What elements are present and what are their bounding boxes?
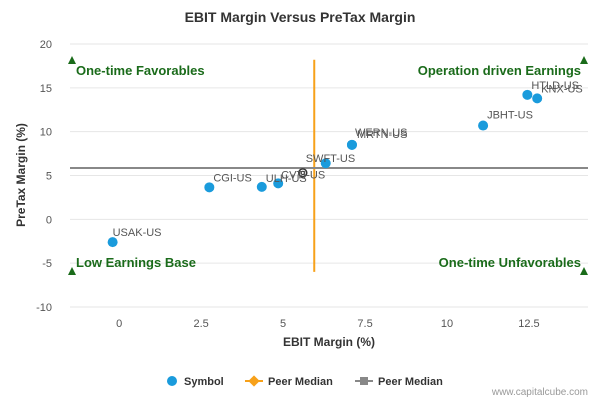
data-point-label: USAK-US (113, 227, 162, 239)
data-point[interactable] (320, 158, 331, 169)
y-tick-label: 20 (40, 39, 52, 51)
x-tick-label: 10 (441, 318, 453, 330)
x-axis-title: EBIT Margin (%) (283, 335, 375, 349)
x-tick-label: 7.5 (357, 318, 372, 330)
y-tick-label: -10 (36, 302, 52, 314)
data-point-label: CVTI-US (281, 169, 325, 181)
x-tick-label: 5 (280, 318, 286, 330)
quadrant-label-top-right: Operation driven Earnings (418, 63, 581, 78)
y-axis-title: PreTax Margin (%) (14, 123, 28, 227)
data-point[interactable] (256, 181, 267, 192)
x-tick-label: 12.5 (518, 318, 539, 330)
credit-text: www.capitalcube.com (491, 387, 588, 398)
legend-peer-median-label: Peer Median (268, 376, 333, 388)
data-point-label: JBHT-US (487, 110, 533, 122)
data-point-label: HTLD-US (531, 80, 579, 92)
legend-peer-median-label-2: Peer Median (378, 376, 443, 388)
y-tick-label: 10 (40, 127, 52, 139)
tick-labels: -10 -5 0 5 10 15 20 0 2.5 5 7.5 10 12.5 (36, 39, 540, 330)
data-point-label: KNX-US (541, 83, 583, 95)
legend-symbol-label: Symbol (184, 376, 224, 388)
legend-item-symbol[interactable]: Symbol (167, 376, 224, 388)
data-point[interactable] (107, 237, 118, 248)
quadrant-label-bottom-right: One-time Unfavorables (439, 255, 581, 270)
quadrant-marker-bottom-right (580, 267, 588, 275)
quadrant-label-bottom-left: Low Earnings Base (76, 255, 196, 270)
data-point-label: MRTN-US (357, 129, 408, 141)
legend-item-peer-median-horizontal[interactable]: Peer Median (355, 376, 443, 388)
legend-peer-median-marker (248, 375, 260, 387)
data-point[interactable] (273, 178, 284, 189)
y-tick-label: 15 (40, 83, 52, 95)
highlighted-data-point-ring (300, 170, 305, 175)
legend-item-peer-median-vertical[interactable]: Peer Median (245, 375, 333, 388)
x-tick-label: 0 (116, 318, 122, 330)
quadrant-marker-bottom-left (68, 267, 76, 275)
quadrant-marker-top-left (68, 56, 76, 64)
y-tick-label: -5 (42, 258, 52, 270)
quadrant-label-top-left: One-time Favorables (76, 63, 205, 78)
y-tick-label: 5 (46, 171, 52, 183)
data-point[interactable] (522, 89, 533, 100)
quadrant-marker-top-right (580, 56, 588, 64)
legend: Symbol Peer Median Peer Median (167, 375, 443, 388)
median-lines (70, 59, 588, 272)
data-point-label: ULH-US (266, 173, 307, 185)
y-tick-label: 0 (46, 214, 52, 226)
quadrant-labels: One-time Favorables Operation driven Earn… (68, 56, 588, 275)
x-tick-label: 2.5 (193, 318, 208, 330)
data-point[interactable] (478, 120, 489, 131)
highlighted-data-point[interactable] (298, 168, 308, 178)
legend-peer-median-marker-2 (360, 377, 368, 385)
gridlines (70, 43, 588, 308)
data-point-label: CGI-US (213, 172, 252, 184)
data-point[interactable] (532, 93, 543, 104)
data-point[interactable] (204, 182, 215, 193)
data-point-label: WERN-US (355, 127, 408, 139)
legend-symbol-marker (167, 376, 177, 386)
data-point-label: SWFT-US (306, 153, 356, 165)
chart-title: EBIT Margin Versus PreTax Margin (185, 9, 416, 25)
data-point[interactable] (346, 139, 357, 150)
